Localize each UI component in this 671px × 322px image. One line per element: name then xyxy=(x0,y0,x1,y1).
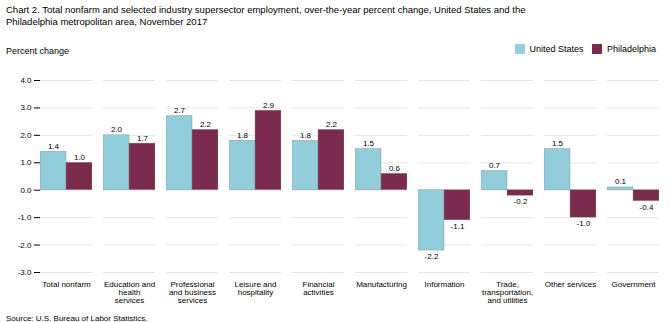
svg-text:1.5: 1.5 xyxy=(363,139,375,148)
svg-text:2.7: 2.7 xyxy=(174,106,186,115)
svg-text:3.0: 3.0 xyxy=(20,104,32,113)
svg-text:1.0: 1.0 xyxy=(20,159,32,168)
html-text:Chart 2. Total nonfarm and sel: Chart 2. Total nonfarm and selected indu… xyxy=(6,4,526,28)
svg-text:1.5: 1.5 xyxy=(552,139,564,148)
svg-text:2.0: 2.0 xyxy=(20,131,32,140)
svg-text:Trade,transportation,and utili: Trade,transportation,and utilities xyxy=(482,280,533,305)
svg-text:-1.0: -1.0 xyxy=(577,220,591,229)
svg-text:Information: Information xyxy=(424,280,464,289)
svg-text:0.0: 0.0 xyxy=(20,186,32,195)
svg-text:-0.4: -0.4 xyxy=(640,203,654,212)
html-text:United States: United States xyxy=(529,44,584,55)
svg-text:2.0: 2.0 xyxy=(111,126,123,135)
svg-text:Total nonfarm: Total nonfarm xyxy=(42,280,91,289)
svg-text:1.8: 1.8 xyxy=(237,131,249,140)
svg-text:Leisure andhospitality: Leisure andhospitality xyxy=(235,280,277,297)
svg-text:0.7: 0.7 xyxy=(489,161,501,170)
svg-text:2.2: 2.2 xyxy=(326,120,338,129)
svg-text:0.1: 0.1 xyxy=(615,178,627,187)
svg-text:4.0: 4.0 xyxy=(20,76,32,85)
svg-text:-0.2: -0.2 xyxy=(514,198,528,207)
svg-text:1.8: 1.8 xyxy=(300,131,312,140)
svg-text:1.4: 1.4 xyxy=(48,142,60,151)
svg-text:Financialactivities: Financialactivities xyxy=(302,280,334,297)
svg-text:0.6: 0.6 xyxy=(389,164,401,173)
svg-text:1.0: 1.0 xyxy=(74,153,86,162)
svg-text:2.9: 2.9 xyxy=(263,101,275,110)
svg-text:-2.0: -2.0 xyxy=(18,241,32,250)
svg-text:Government: Government xyxy=(611,280,656,289)
html-text:Percent change: Percent change xyxy=(6,46,69,57)
svg-text:-2.2: -2.2 xyxy=(425,252,439,261)
svg-text:1.7: 1.7 xyxy=(137,134,149,143)
svg-text:Manufacturing: Manufacturing xyxy=(356,280,407,289)
svg-text:Other services: Other services xyxy=(545,280,597,289)
svg-text:Professionaland businessservic: Professionaland businessservices xyxy=(169,280,216,305)
svg-text:Education andhealthservices: Education andhealthservices xyxy=(104,280,155,305)
svg-text:-1.0: -1.0 xyxy=(18,213,32,222)
html-text:Philadelphia: Philadelphia xyxy=(607,44,656,55)
svg-text:-3.0: -3.0 xyxy=(18,268,32,277)
svg-text:2.2: 2.2 xyxy=(200,120,212,129)
svg-text:-1.1: -1.1 xyxy=(451,222,465,231)
